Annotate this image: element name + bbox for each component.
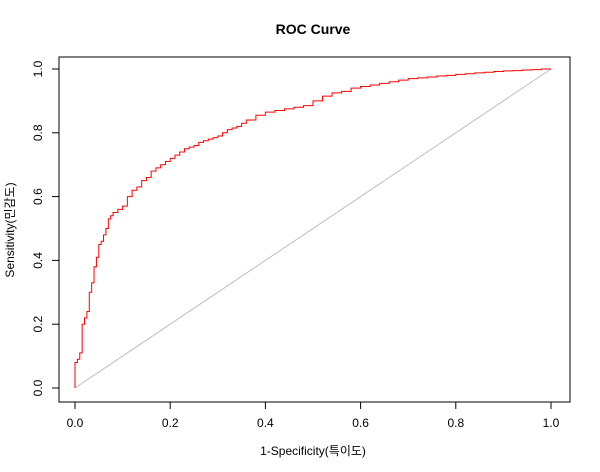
x-tick-label: 0.6 [352, 416, 369, 430]
y-axis: 0.0 0.2 0.4 0.6 0.8 1.0 [31, 60, 60, 396]
y-tick-label: 0.0 [31, 379, 45, 396]
x-axis: 0.0 0.2 0.4 0.6 0.8 1.0 [67, 401, 560, 430]
x-axis-label: 1-Specificity(특이도) [260, 444, 366, 458]
y-tick-label: 0.2 [31, 316, 45, 333]
y-tick-label: 1.0 [31, 60, 45, 77]
y-tick-label: 0.8 [31, 124, 45, 141]
roc-curve-line [74, 68, 551, 388]
y-axis-label: Sensitivity(민감도) [3, 182, 17, 277]
x-tick-label: 1.0 [543, 416, 560, 430]
x-tick-label: 0.0 [67, 416, 84, 430]
y-tick-label: 0.4 [31, 252, 45, 269]
plot-frame [58, 56, 571, 403]
x-tick-label: 0.8 [447, 416, 464, 430]
reference-diagonal-line [74, 68, 552, 389]
x-tick-label: 0.4 [257, 416, 274, 430]
chart-title: ROC Curve [276, 21, 351, 37]
y-tick-label: 0.6 [31, 188, 45, 205]
x-tick-label: 0.2 [162, 416, 179, 430]
